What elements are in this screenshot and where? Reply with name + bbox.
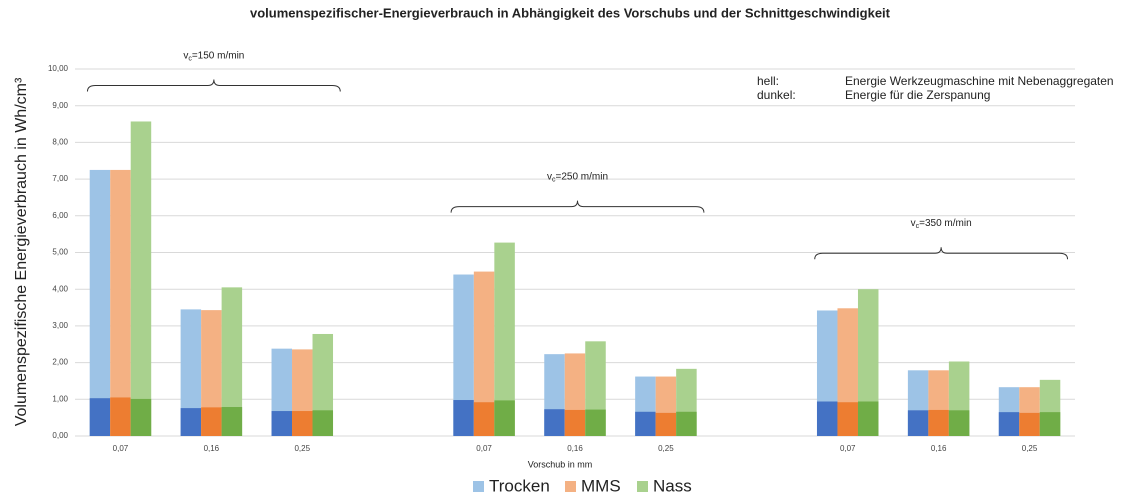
- bar-dark: [585, 409, 606, 436]
- bar-dark: [1019, 412, 1040, 436]
- bar-dark: [312, 410, 334, 436]
- bar-dark: [110, 397, 131, 436]
- bar: [180, 309, 202, 436]
- annotation-text: =250 m/min: [555, 171, 608, 182]
- x-tick-label: 0,07: [113, 444, 129, 453]
- bar-dark: [130, 398, 152, 436]
- x-tick-label: 0,16: [567, 444, 583, 453]
- annotation-subscript: c: [188, 55, 192, 62]
- bar-dark: [948, 410, 970, 436]
- bar-dark: [907, 410, 929, 436]
- annotation: vc=250 m/min: [547, 171, 608, 183]
- annotation: vc=150 m/min: [183, 50, 244, 62]
- y-tick-label: 1,00: [52, 394, 68, 403]
- bar: [130, 121, 152, 436]
- annotation-subscript: c: [552, 176, 556, 183]
- bar-dark: [564, 409, 586, 436]
- legend-label: MMS: [581, 476, 621, 495]
- y-tick-label: 5,00: [52, 248, 68, 257]
- x-tick-label: 0,16: [931, 444, 947, 453]
- bar-dark: [292, 411, 313, 436]
- y-tick-label: 0,00: [52, 431, 68, 440]
- bar-dark: [221, 407, 243, 436]
- bar-dark: [453, 400, 474, 436]
- chart-title: volumenspezifischer-Energieverbrauch in …: [250, 5, 891, 20]
- y-tick-label: 8,00: [52, 138, 68, 147]
- bar-dark: [201, 407, 222, 436]
- annotation-text: =150 m/min: [192, 50, 245, 61]
- y-axis-label: Volumenspezifische Energieverbrauch in W…: [13, 77, 30, 426]
- bar: [110, 169, 131, 437]
- y-tick-label: 6,00: [52, 211, 68, 220]
- bar-dark: [494, 400, 515, 436]
- x-tick-label: 0,25: [658, 444, 674, 453]
- bar-dark: [473, 402, 495, 436]
- brace: [86, 79, 341, 92]
- bar: [201, 310, 222, 436]
- bar-dark: [816, 401, 838, 436]
- x-tick-label: 0,16: [204, 444, 220, 453]
- annotation-symbol: v: [183, 50, 188, 61]
- annotation-subscript: c: [916, 223, 920, 230]
- note-key: dunkel:: [757, 88, 796, 102]
- bar: [494, 242, 515, 436]
- bar-dark: [676, 411, 697, 436]
- x-axis-label: Vorschub in mm: [528, 459, 593, 469]
- note-key: hell:: [757, 74, 779, 88]
- bar: [857, 289, 879, 436]
- annotation-text: =350 m/min: [919, 218, 972, 229]
- bar-dark: [1039, 412, 1061, 436]
- y-tick-label: 10,00: [48, 64, 69, 73]
- bar: [453, 274, 474, 436]
- x-tick-label: 0,07: [476, 444, 492, 453]
- annotation-symbol: v: [911, 218, 916, 229]
- bar: [473, 271, 495, 436]
- legend-swatch: [565, 481, 576, 492]
- legend-label: Trocken: [489, 476, 550, 495]
- legend-swatch: [473, 481, 484, 492]
- legend-swatch: [637, 481, 648, 492]
- y-tick-label: 4,00: [52, 284, 68, 293]
- bar-dark: [544, 409, 565, 436]
- note-text: Energie Werkzeugmaschine mit Nebenaggreg…: [845, 74, 1114, 88]
- y-tick-label: 9,00: [52, 101, 68, 110]
- bar-dark: [837, 402, 858, 436]
- annotation: vc=350 m/min: [911, 218, 972, 230]
- x-tick-label: 0,25: [1022, 444, 1038, 453]
- bar: [221, 287, 243, 436]
- x-tick-label: 0,25: [294, 444, 310, 453]
- bar-dark: [271, 411, 293, 436]
- x-tick-label: 0,07: [840, 444, 856, 453]
- bar-dark: [180, 408, 202, 436]
- bar-dark: [655, 412, 677, 436]
- brace: [450, 200, 705, 213]
- annotation-symbol: v: [547, 171, 552, 182]
- note-text: Energie für die Zerspanung: [845, 88, 990, 102]
- bar-dark: [857, 401, 879, 436]
- y-tick-label: 3,00: [52, 321, 68, 330]
- bar: [89, 169, 111, 437]
- bar-dark: [998, 412, 1020, 436]
- y-tick-label: 2,00: [52, 358, 68, 367]
- brace: [814, 247, 1069, 260]
- y-tick-label: 7,00: [52, 174, 68, 183]
- legend-label: Nass: [653, 476, 692, 495]
- bar-dark: [928, 409, 949, 436]
- bar-dark: [635, 411, 656, 436]
- bar-dark: [89, 398, 111, 436]
